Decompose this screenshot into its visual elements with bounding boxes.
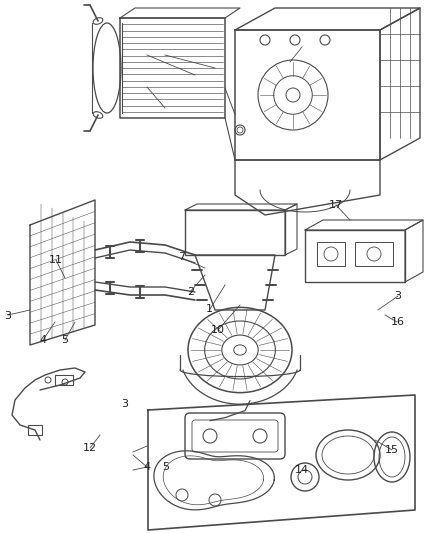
Text: 5: 5 — [162, 462, 169, 472]
Text: 2: 2 — [187, 287, 194, 296]
Bar — [355, 242, 393, 266]
Text: 16: 16 — [391, 318, 405, 327]
Text: 7: 7 — [178, 253, 185, 262]
Text: 5: 5 — [61, 335, 68, 345]
Text: 14: 14 — [295, 465, 309, 475]
Text: 3: 3 — [4, 311, 11, 320]
Text: 4: 4 — [143, 462, 150, 472]
Text: 15: 15 — [385, 446, 399, 455]
Bar — [317, 242, 345, 266]
Text: 1: 1 — [206, 304, 213, 314]
Text: 4: 4 — [39, 335, 46, 345]
Bar — [55, 375, 73, 385]
Bar — [28, 425, 42, 435]
Text: 12: 12 — [83, 443, 97, 453]
Text: 17: 17 — [329, 200, 343, 210]
Text: 3: 3 — [121, 399, 128, 409]
Text: 11: 11 — [49, 255, 63, 265]
Text: 10: 10 — [211, 326, 225, 335]
Text: 3: 3 — [394, 291, 401, 301]
